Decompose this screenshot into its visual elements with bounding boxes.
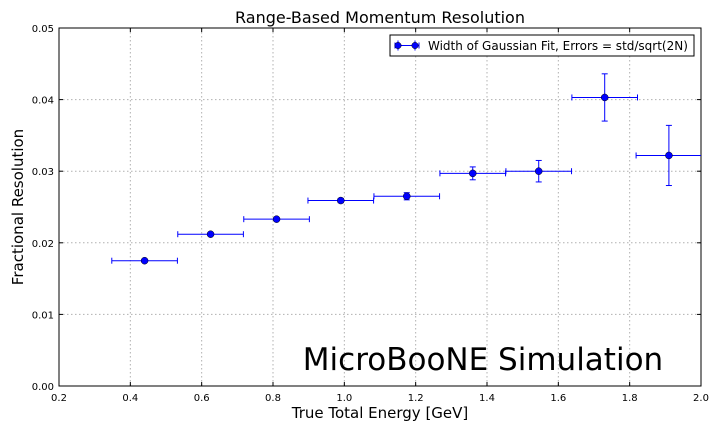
data-point xyxy=(571,73,639,122)
ticks: 0.2 0.4 0.6 0.8 1.0 1.2 1.4 1.6 1.8 2.0 0.00 0.01 0.… xyxy=(32,24,709,404)
y-tick-label: 0.03 xyxy=(32,167,54,178)
data-point xyxy=(373,192,441,201)
data-point xyxy=(307,196,375,205)
data-marker xyxy=(468,169,477,178)
y-tick-label: 0.00 xyxy=(32,382,54,393)
x-tick-label: 0.2 xyxy=(51,393,67,404)
data-marker xyxy=(534,167,543,175)
chart-title: Range-Based Momentum Resolution xyxy=(235,8,525,27)
x-tick-label: 0.8 xyxy=(265,393,281,404)
x-tick-label: 1.6 xyxy=(550,393,566,404)
data-marker xyxy=(140,256,149,265)
data-marker xyxy=(403,192,411,201)
simulation-annotation: MicroBooNE Simulation xyxy=(303,342,663,378)
data-point xyxy=(111,256,178,265)
x-tick-label: 1.2 xyxy=(408,393,424,404)
y-tick-label: 0.01 xyxy=(32,310,54,321)
plot-frame xyxy=(58,27,702,387)
x-tick-label: 2.0 xyxy=(693,393,709,404)
y-tick-label: 0.05 xyxy=(32,24,54,35)
data-marker xyxy=(206,230,215,238)
data-point xyxy=(505,159,573,183)
x-tick-label: 1.4 xyxy=(479,393,495,404)
x-tick-label: 1.0 xyxy=(336,393,352,404)
legend-marker xyxy=(394,40,420,51)
x-axis-title: True Total Energy [GeV] xyxy=(291,404,469,422)
x-tick-label: 1.8 xyxy=(622,393,638,404)
data-marker xyxy=(272,215,281,223)
data-point xyxy=(177,230,244,238)
y-tick-label: 0.02 xyxy=(32,239,54,250)
legend-marker-dot xyxy=(394,42,402,49)
data-marker xyxy=(337,196,345,205)
data-marker xyxy=(600,93,609,102)
data-marks xyxy=(111,73,701,265)
grid xyxy=(59,28,701,386)
legend-label: Width of Gaussian Fit, Errors = std/sqrt… xyxy=(428,39,688,53)
x-tick-label: 0.4 xyxy=(122,393,138,404)
legend: Width of Gaussian Fit, Errors = std/sqrt… xyxy=(389,34,695,57)
data-point xyxy=(635,124,701,187)
data-marker xyxy=(665,151,673,160)
data-point xyxy=(439,166,507,181)
x-tick-label: 0.6 xyxy=(194,393,210,404)
y-axis-title: Fractional Resolution xyxy=(9,129,27,285)
y-tick-label: 0.04 xyxy=(32,96,54,107)
legend-marker-dot xyxy=(411,42,419,49)
data-point xyxy=(243,215,310,223)
legend-box xyxy=(389,34,695,57)
